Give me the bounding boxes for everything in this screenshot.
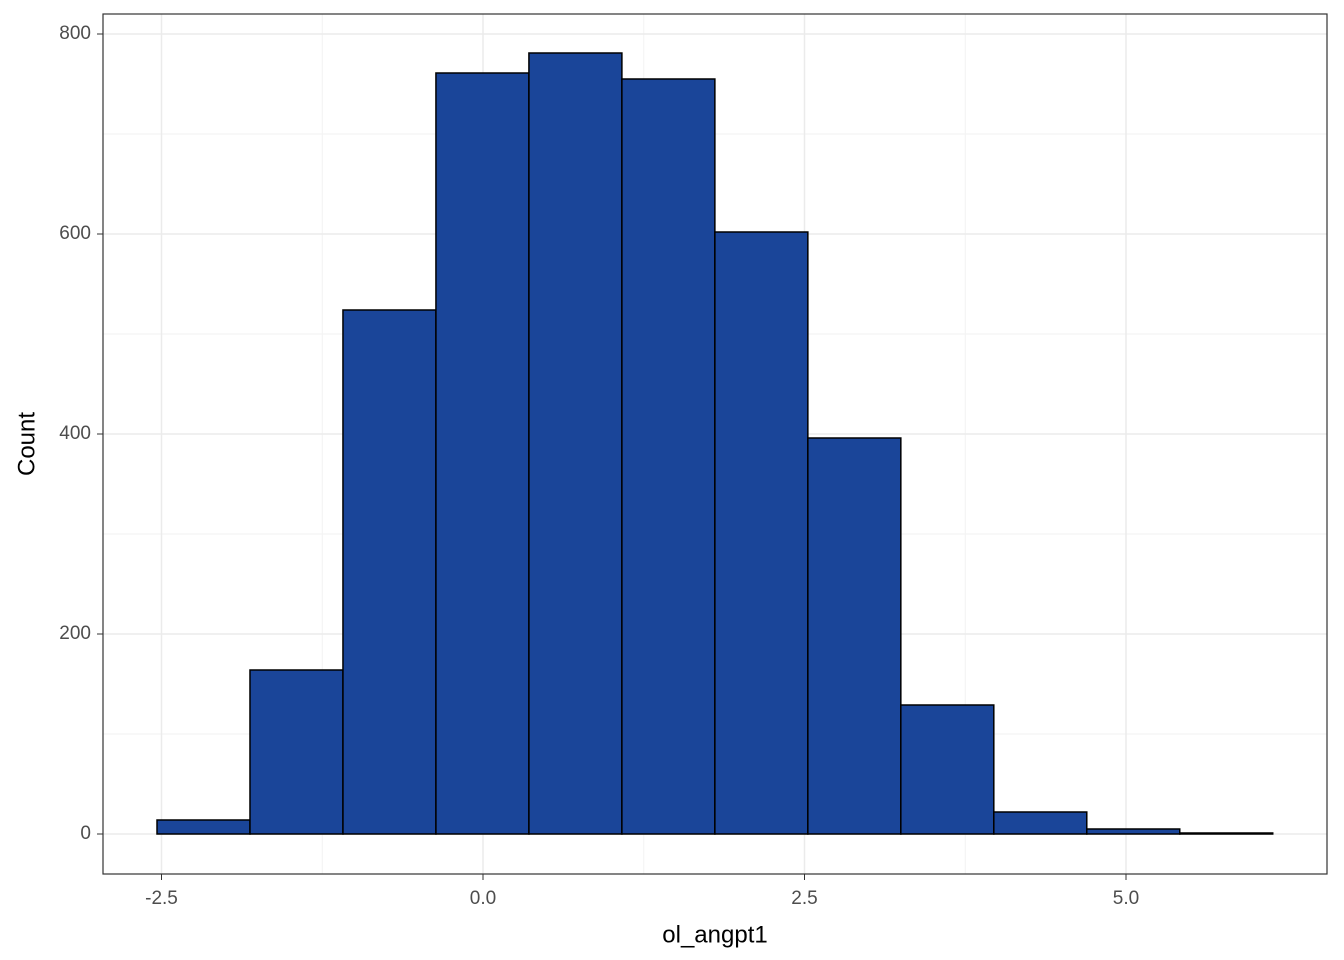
bar	[807, 437, 902, 835]
panel-border	[102, 13, 1328, 875]
bar	[249, 669, 344, 835]
y-tick-label: 0	[80, 823, 91, 844]
bar	[621, 78, 716, 835]
x-tick-label: -2.5	[145, 888, 178, 909]
x-tick-label: 5.0	[1113, 888, 1139, 909]
y-tick-label: 600	[59, 223, 91, 244]
bar	[528, 52, 623, 835]
bar	[435, 72, 530, 835]
bar	[1179, 832, 1274, 835]
x-tick-label: 0.0	[470, 888, 496, 909]
bar	[900, 704, 995, 835]
bar	[993, 811, 1088, 835]
bar	[342, 309, 437, 835]
x-axis-title: ol_angpt1	[662, 921, 767, 948]
y-tick-label: 800	[59, 23, 91, 44]
bar	[714, 231, 809, 835]
bar	[156, 819, 251, 835]
x-tick-label: 2.5	[791, 888, 817, 909]
y-tick-label: 200	[59, 623, 91, 644]
y-axis-title: Count	[13, 412, 40, 476]
y-tick-label: 400	[59, 423, 91, 444]
bar	[1086, 828, 1181, 835]
